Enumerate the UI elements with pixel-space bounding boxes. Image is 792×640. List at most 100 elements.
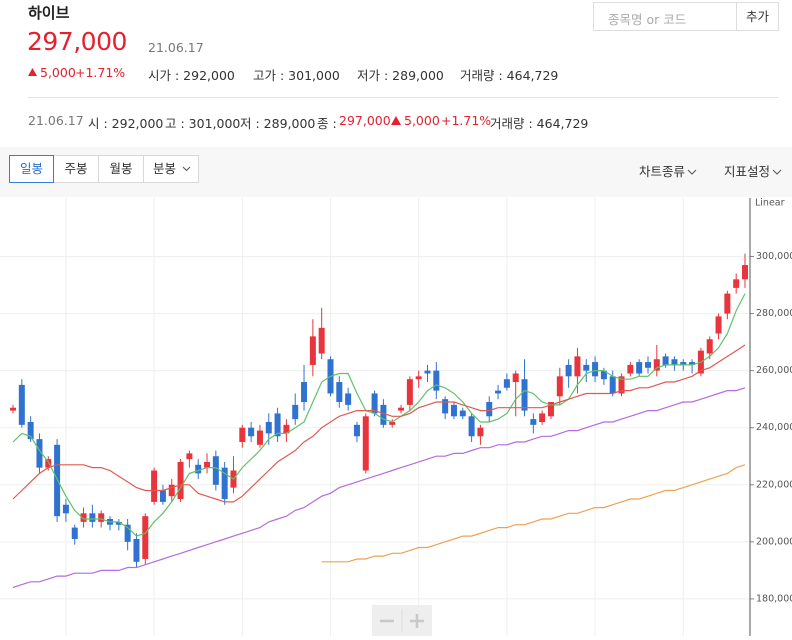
candle-body	[142, 516, 149, 559]
moving-average-line	[12, 344, 746, 503]
candle-body	[671, 359, 678, 365]
moving-average-line	[12, 293, 746, 537]
candle-body	[450, 404, 457, 417]
candle-body	[442, 399, 449, 414]
candle-body	[80, 513, 87, 522]
candle-body	[433, 370, 440, 391]
candle-body	[195, 464, 202, 474]
candle-body	[353, 424, 360, 437]
candle-body	[292, 404, 299, 420]
price-date: 21.06.17	[148, 40, 204, 55]
zoom-icons	[380, 609, 424, 632]
candle-body	[495, 390, 502, 394]
candle-body	[151, 470, 158, 502]
indicator-menu[interactable]: 지표설정	[724, 161, 782, 180]
divider	[28, 97, 778, 98]
current-price: 297,000	[27, 27, 127, 56]
y-tick-label: 280,000	[756, 308, 792, 319]
candle-body	[600, 370, 607, 380]
candle-body	[301, 382, 308, 403]
summary-high: 고 : 301,000	[165, 116, 241, 131]
candle-body	[177, 461, 184, 500]
scale-label: Linear	[755, 198, 785, 209]
candle-body	[530, 419, 537, 425]
candle-body	[159, 490, 166, 502]
candle-body	[10, 407, 16, 411]
candle-body	[318, 327, 325, 354]
candle-body	[477, 427, 484, 437]
candlestick-chart: Linear 180,000 200,000 220,000 240,000 260,0…	[0, 198, 792, 636]
candle-body	[459, 410, 466, 417]
daily-tab[interactable]: 일봉	[9, 155, 54, 183]
minute-tab[interactable]: 분봉	[143, 155, 199, 183]
candle-body	[389, 421, 396, 425]
candle-body	[36, 439, 43, 468]
candle-body	[574, 356, 581, 377]
candle-body	[706, 339, 713, 354]
y-tick-label: 200,000	[756, 536, 792, 547]
candle-body	[89, 513, 96, 522]
candle-body	[468, 416, 475, 437]
candle-body	[689, 362, 696, 365]
candle-body	[371, 393, 378, 414]
chevron-icon	[687, 169, 697, 175]
summary-open: 시 : 292,000	[88, 116, 164, 131]
candle-body	[583, 364, 590, 371]
add-button[interactable]: 추가	[737, 2, 779, 31]
candle-body	[71, 527, 78, 539]
candle-body	[362, 416, 369, 471]
weekly-tab[interactable]: 주봉	[53, 155, 99, 183]
candle-body	[398, 407, 405, 411]
search-input[interactable]: 종목명 or 코드	[593, 2, 737, 31]
zoom-controls	[372, 605, 432, 636]
chart-toolbar: 일봉 주봉 월봉 분봉 차트종류 지표설정	[0, 147, 792, 197]
low-stat: 저가 : 289,000	[357, 68, 444, 83]
candle-body	[521, 379, 528, 411]
candle-body	[618, 376, 625, 394]
candle-body	[45, 459, 52, 468]
summary-volume: 거래량 : 464,729	[490, 116, 589, 131]
minute-tab-label: 분봉	[153, 161, 177, 176]
moving-average-line	[12, 387, 746, 589]
y-tick-label: 260,000	[756, 365, 792, 376]
chart-type-label: 차트종류	[639, 164, 686, 179]
candle-body	[336, 382, 343, 403]
summary-close-label: 종 :	[317, 116, 337, 131]
open-stat: 시가 : 292,000	[148, 68, 235, 83]
candle-body	[265, 421, 272, 434]
candle-body	[715, 316, 722, 334]
summary-change-pct: +1.71%	[441, 113, 492, 128]
price-change-pct: +1.71%	[75, 65, 126, 80]
candle-body	[503, 379, 510, 388]
moving-average-line	[321, 464, 746, 563]
y-tick-label: 180,000	[756, 593, 792, 604]
y-tick-label: 240,000	[756, 422, 792, 433]
volume-stat: 거래량 : 464,729	[460, 68, 559, 83]
candle-body	[653, 359, 660, 371]
candle-body	[539, 413, 546, 422]
candle-body	[168, 484, 175, 497]
chevron-icon	[182, 166, 191, 172]
candle-body	[256, 430, 263, 445]
candle-body	[556, 376, 563, 397]
candle-body	[742, 265, 748, 280]
candle-body	[62, 504, 69, 514]
candle-body	[565, 364, 572, 377]
chart-type-menu[interactable]: 차트종류	[639, 161, 697, 180]
summary-change: 5,000	[404, 113, 440, 128]
candle-body	[212, 456, 219, 485]
monthly-tab[interactable]: 월봉	[98, 155, 144, 183]
candle-body	[636, 362, 643, 374]
candle-body	[27, 421, 34, 440]
candle-body	[415, 376, 422, 380]
up-arrow-icon	[391, 116, 401, 125]
summary-low: 저 : 289,000	[240, 116, 316, 131]
summary-close: 297,000	[339, 113, 391, 128]
candle-body	[592, 362, 599, 377]
candle-body	[274, 413, 281, 437]
candle-body	[221, 467, 228, 500]
y-tick-label: 220,000	[756, 479, 792, 490]
candle-body	[662, 356, 669, 365]
indicator-label: 지표설정	[724, 164, 771, 179]
